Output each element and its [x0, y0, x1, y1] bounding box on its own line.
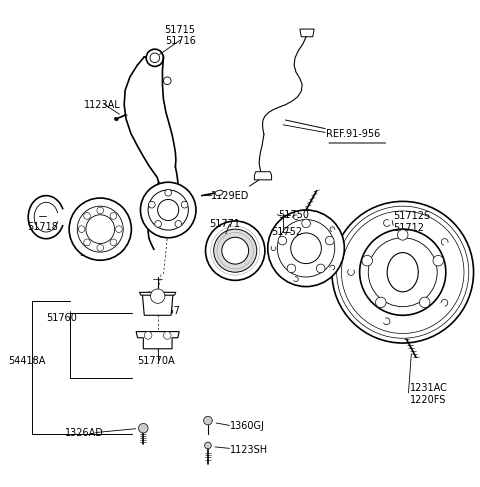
Circle shape — [144, 332, 152, 339]
Circle shape — [291, 233, 322, 263]
Circle shape — [205, 221, 265, 281]
Circle shape — [157, 200, 179, 221]
Circle shape — [204, 442, 211, 449]
Ellipse shape — [387, 253, 418, 292]
Text: 1231AC
1220FS: 1231AC 1220FS — [410, 383, 448, 405]
Circle shape — [148, 201, 155, 208]
Circle shape — [360, 229, 446, 315]
Circle shape — [84, 239, 90, 245]
Polygon shape — [215, 190, 223, 196]
Text: 51720B: 51720B — [80, 248, 118, 258]
Circle shape — [316, 264, 325, 273]
Circle shape — [86, 215, 115, 244]
Circle shape — [433, 255, 444, 266]
Polygon shape — [254, 172, 272, 180]
Circle shape — [325, 236, 334, 245]
Text: 54418A: 54418A — [8, 356, 45, 366]
Circle shape — [141, 182, 196, 238]
Circle shape — [97, 244, 104, 251]
Circle shape — [146, 49, 163, 66]
Text: 1129ED: 1129ED — [211, 190, 250, 201]
Circle shape — [268, 210, 344, 286]
Circle shape — [163, 332, 171, 339]
Text: REF.91-956: REF.91-956 — [326, 130, 381, 139]
Polygon shape — [143, 294, 173, 315]
Circle shape — [78, 226, 85, 232]
Text: 51718: 51718 — [27, 222, 58, 232]
Polygon shape — [140, 292, 176, 295]
Text: 51770A: 51770A — [137, 356, 175, 366]
Text: 51752: 51752 — [271, 226, 302, 237]
Circle shape — [278, 236, 287, 245]
Circle shape — [69, 198, 132, 260]
Circle shape — [163, 77, 171, 85]
Text: 51760: 51760 — [46, 313, 77, 323]
Circle shape — [277, 220, 335, 277]
Circle shape — [148, 190, 188, 230]
Circle shape — [175, 221, 182, 227]
Circle shape — [214, 229, 257, 272]
Polygon shape — [114, 117, 119, 121]
Text: 51715
51716: 51715 51716 — [165, 24, 196, 46]
Circle shape — [110, 213, 117, 219]
Circle shape — [97, 207, 104, 214]
Text: 51771: 51771 — [209, 219, 240, 229]
Circle shape — [397, 229, 408, 240]
Circle shape — [155, 221, 161, 227]
Circle shape — [110, 239, 117, 245]
Circle shape — [362, 255, 372, 266]
Circle shape — [116, 226, 122, 232]
Circle shape — [84, 213, 90, 219]
Circle shape — [332, 202, 474, 343]
Circle shape — [139, 424, 148, 433]
Circle shape — [77, 206, 123, 252]
Text: 1326AD: 1326AD — [65, 428, 104, 437]
Circle shape — [181, 201, 188, 208]
Circle shape — [287, 264, 296, 273]
Text: 1123AL: 1123AL — [84, 100, 121, 110]
Text: 51750: 51750 — [278, 210, 309, 220]
Text: 1123SH: 1123SH — [230, 445, 268, 455]
Circle shape — [375, 297, 386, 308]
Text: 1360GJ: 1360GJ — [230, 421, 265, 431]
Circle shape — [150, 53, 159, 63]
Circle shape — [420, 297, 430, 308]
Circle shape — [302, 219, 311, 228]
Circle shape — [222, 237, 249, 264]
Polygon shape — [136, 332, 179, 349]
Circle shape — [151, 289, 165, 303]
Text: 51767: 51767 — [149, 305, 180, 316]
Text: 51712S
51712: 51712S 51712 — [393, 211, 430, 233]
Circle shape — [165, 189, 171, 196]
Polygon shape — [300, 29, 314, 37]
Circle shape — [368, 238, 437, 307]
Circle shape — [204, 416, 212, 425]
